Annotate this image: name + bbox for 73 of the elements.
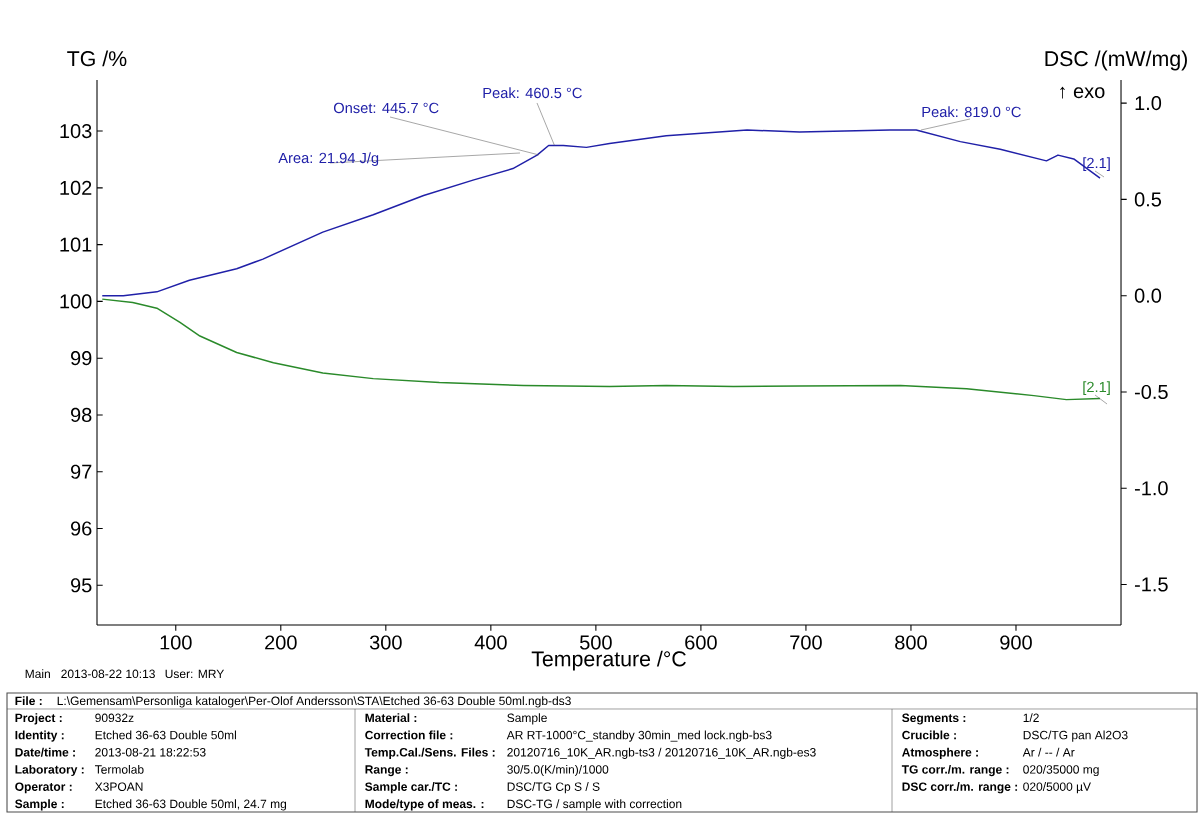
text: DSC/TG pan Al2O3 <box>1023 730 1128 742</box>
text: Mode/type of meas. : <box>365 799 484 811</box>
x-tick-label: 700 <box>790 635 822 650</box>
y2-tick-label: -1.5 <box>1134 577 1168 592</box>
text: 90932z <box>95 713 134 723</box>
x-tick-label: 300 <box>369 635 402 650</box>
y2-tick-label: -1.0 <box>1134 481 1168 496</box>
annotation: Peak: 460.5 °C <box>483 87 582 99</box>
text: 20120716_10K_AR.ngb-ts3 / 20120716_10K_AR.ngb-es3 <box>507 747 816 759</box>
text: TG corr./m. range : <box>901 764 1009 777</box>
y-tick-label: 98 <box>70 407 92 423</box>
text: 1/2 <box>1023 713 1039 723</box>
text: DSC-TG / sample with correction <box>507 799 682 811</box>
text: DSC/TG Cp S / S <box>507 782 600 794</box>
text: Crucible : <box>902 730 956 740</box>
annotation: [2.1] <box>1083 381 1110 396</box>
y-axis-title: TG /% <box>67 50 127 67</box>
text: Identity : <box>15 730 64 742</box>
text: 2013-08-22 10:13 <box>61 669 155 679</box>
text: Sample : <box>15 799 64 811</box>
x-tick-label: 800 <box>895 635 927 650</box>
text: DSC corr./m. range : <box>902 782 1018 794</box>
text: Operator : <box>15 782 72 794</box>
text: Date/time : <box>15 747 75 757</box>
text: Project : <box>15 713 62 725</box>
x-tick-label: 900 <box>1000 635 1032 650</box>
text: File : <box>15 696 42 706</box>
text: X3POAN <box>94 782 143 791</box>
x-tick-label: 500 <box>579 635 612 650</box>
text: Segments : <box>902 713 966 725</box>
text: Laboratory : <box>15 764 84 777</box>
x-tick-label: 400 <box>474 635 507 650</box>
text: Ar / -- / Ar <box>1022 747 1075 757</box>
y2-tick-label: 1.0 <box>1135 96 1162 111</box>
x-tick-label: 600 <box>685 635 717 650</box>
text: Range : <box>365 765 408 777</box>
text: AR RT-1000°C_standby 30min_med lock.ngb-bs3 <box>506 730 772 742</box>
y2-tick-label: 0.0 <box>1134 288 1162 303</box>
y-tick-label: 103 <box>60 124 92 139</box>
y2-axis-title: DSC /(mW/mg) <box>1045 50 1187 71</box>
x-tick-label: 200 <box>265 635 297 650</box>
text: Termolab <box>94 764 144 774</box>
y-tick-label: 99 <box>70 351 92 366</box>
text: Temp.Cal./Sens. Files : <box>364 747 495 759</box>
y-tick-label: 96 <box>70 521 92 536</box>
y-tick-label: 95 <box>70 578 92 593</box>
annotation: ↑ exo <box>1060 86 1105 99</box>
text: L:\Gemensam\Personliga kataloger\Per-Olof Andersson\STA\Etched 36-63 Double 50ml.ngb-ds3 <box>57 696 571 708</box>
annotation: [2.1] <box>1083 157 1110 172</box>
y-tick-label: 100 <box>60 294 92 309</box>
text: Sample <box>507 713 547 725</box>
text: Etched 36-63 Double 50ml, 24.7 mg <box>95 799 287 811</box>
y-tick-label: 101 <box>60 237 92 252</box>
text: 2013-08-21 18:22:53 <box>95 748 206 757</box>
text: 020/5000 µV <box>1023 782 1091 794</box>
y-tick-label: 97 <box>70 464 92 479</box>
y-tick-label: 102 <box>60 180 92 195</box>
y2-tick-label: -0.5 <box>1134 384 1168 400</box>
text: Correction file : <box>365 730 453 740</box>
text: 30/5.0(K/min)/1000 <box>507 764 609 777</box>
text: Etched 36-63 Double 50ml <box>95 730 236 740</box>
y2-tick-label: 0.5 <box>1134 192 1162 207</box>
text: User: MRY <box>165 669 225 679</box>
annotation: Area: 21.94 J/g <box>278 152 379 167</box>
text: 020/35000 mg <box>1023 764 1099 777</box>
annotation: Peak: 819.0 °C <box>922 106 1021 118</box>
text: Material : <box>365 713 417 723</box>
annotation: Onset: 445.7 °C <box>333 102 439 114</box>
text: Main <box>25 669 50 679</box>
text: Atmosphere : <box>902 747 978 759</box>
text: Sample car./TC : <box>365 782 457 794</box>
x-tick-label: 100 <box>160 635 192 650</box>
x-axis-title: Temperature /°C <box>531 650 686 671</box>
